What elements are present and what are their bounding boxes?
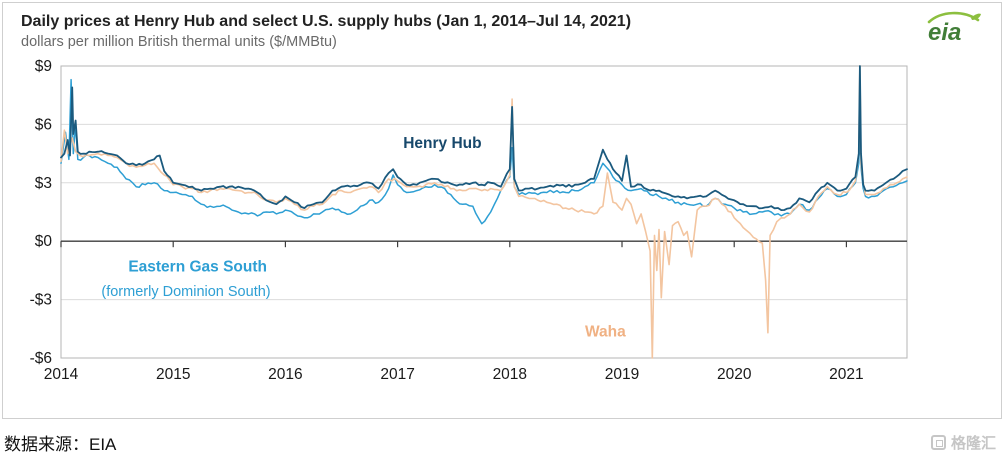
x-tick-label: 2021: [829, 366, 863, 383]
x-tick-label: 2017: [380, 366, 414, 383]
series-eastern-gas-south-formerly-dominion-south: [60, 78, 908, 225]
watermark-text: 格隆汇: [950, 435, 996, 452]
annotation-henry-hub: Henry Hub: [403, 135, 481, 152]
data-source-label: 数据来源：EIA: [4, 435, 117, 454]
eia-leaf-icon: [971, 13, 981, 20]
annotation-eastern-gas-south: Eastern Gas South: [128, 259, 267, 276]
y-tick-label: $3: [35, 175, 52, 192]
chart-header: Daily prices at Henry Hub and select U.S…: [3, 3, 1001, 50]
chart-card: Daily prices at Henry Hub and select U.S…: [2, 2, 1002, 419]
y-tick-label: -$6: [30, 350, 52, 367]
y-tick-label: -$3: [30, 292, 52, 309]
x-tick-label: 2016: [268, 366, 302, 383]
x-tick-label: 2018: [493, 366, 527, 383]
x-tick-label: 2014: [44, 366, 79, 383]
y-tick-label: $0: [35, 233, 53, 250]
series-waha: [60, 65, 908, 359]
x-tick-label: 2019: [605, 366, 639, 383]
x-tick-label: 2020: [717, 366, 752, 383]
eia-logo-text: eia: [928, 19, 961, 45]
annotation-formerly-dominion-south: (formerly Dominion South): [101, 284, 270, 300]
plot-border: [60, 65, 908, 359]
caption-row: 数据来源：EIA 格隆汇: [0, 419, 1004, 455]
x-tick-label: 2015: [156, 366, 190, 383]
watermark-icon: [930, 435, 946, 450]
chart-title: Daily prices at Henry Hub and select U.S…: [21, 13, 632, 30]
y-tick-label: $6: [35, 116, 52, 133]
annotation-waha: Waha: [585, 324, 626, 341]
watermark: 格隆汇: [930, 432, 996, 453]
eia-logo: eia: [921, 9, 983, 50]
chart-subtitle: dollars per million British thermal unit…: [21, 34, 337, 50]
y-tick-label: $9: [35, 58, 52, 75]
series-henry-hub: [60, 65, 908, 211]
